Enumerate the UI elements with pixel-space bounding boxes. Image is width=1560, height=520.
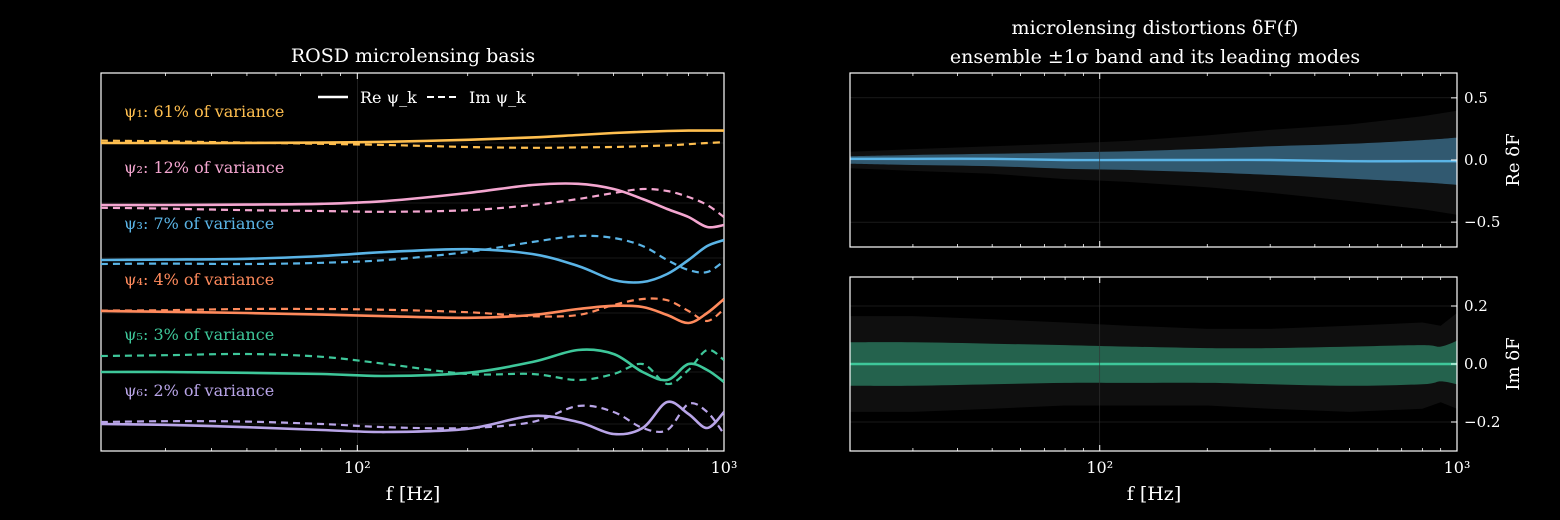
- re-deltaF-panel: 0.5 0.0 −0.5 Re δF: [849, 72, 1524, 248]
- psi5-re-line: [101, 348, 724, 384]
- y-tick-label: 0.5: [1464, 89, 1488, 107]
- band-layer: [850, 110, 1457, 215]
- basis-panel-title: ROSD microlensing basis: [291, 45, 535, 67]
- x-tick-label: 10²: [1086, 458, 1113, 477]
- basis-panel: ROSD microlensing basis 10² 10³ ψ₁: 61% of…: [100, 45, 738, 505]
- y-axis-label: Im δF: [1503, 337, 1524, 390]
- psi2-re-line: [101, 182, 724, 229]
- legend-im-label: Im ψ_k: [469, 88, 526, 107]
- psi2-im-line: [101, 187, 724, 218]
- psi2-variance-label: ψ₂: 12% of variance: [124, 158, 284, 177]
- y-tick-label: 0.0: [1464, 151, 1488, 169]
- x-tick-label: 10²: [344, 458, 371, 477]
- y-tick-label: 0.0: [1464, 355, 1488, 373]
- basis-x-axis-label: f [Hz]: [386, 483, 440, 505]
- sigma-band: [850, 137, 1457, 185]
- x-tick-label: 10³: [1444, 458, 1471, 477]
- psi4-im-line: [101, 297, 724, 323]
- psi3-variance-label: ψ₃: 7% of variance: [124, 214, 274, 233]
- psi3-re-line: [101, 238, 724, 284]
- psi5-im-line: [101, 348, 724, 386]
- psi6-variance-label: ψ₆: 2% of variance: [124, 381, 274, 400]
- ensemble-spread: [850, 110, 1457, 215]
- im-deltaF-panel: 10² 10³ 0.2 0.0 −0.2 Im δF: [849, 276, 1524, 477]
- legend-re-label: Re ψ_k: [360, 88, 417, 107]
- psi4-variance-label: ψ₄: 4% of variance: [124, 270, 274, 289]
- x-tick-label: 10³: [711, 458, 738, 477]
- y-tick-label: −0.2: [1464, 413, 1500, 431]
- basis-curves: [101, 129, 724, 436]
- band-layer: [850, 313, 1457, 412]
- psi1-re-line: [101, 129, 724, 145]
- y-tick-label: 0.2: [1464, 297, 1488, 315]
- distortions-title-line-2: ensemble ±1σ band and its leading modes: [950, 46, 1360, 68]
- axes-frame: [100, 72, 725, 452]
- psi1-variance-label: ψ₁: 61% of variance: [124, 102, 284, 121]
- psi4-re-line: [101, 297, 724, 325]
- psi6-im-line: [101, 402, 724, 435]
- distortions-title-line-1: microlensing distortions δF(f): [1012, 17, 1299, 39]
- y-axis-label: Re δF: [1503, 133, 1524, 186]
- basis-plot-area: 10² 10³ ψ₁: 61% of variance ψ₂: 12% of vari…: [100, 72, 738, 477]
- psi6-re-line: [101, 400, 724, 436]
- distortions-panel: microlensing distortions δF(f) ensemble …: [849, 17, 1524, 505]
- ensemble-spread: [850, 313, 1457, 412]
- psi3-im-line: [101, 234, 724, 274]
- psi5-variance-label: ψ₅: 3% of variance: [124, 325, 274, 344]
- mean-line: [850, 157, 1457, 163]
- y-tick-label: −0.5: [1464, 213, 1500, 231]
- basis-legend: Re ψ_k Im ψ_k: [318, 88, 526, 107]
- distortions-x-axis-label: f [Hz]: [1127, 483, 1181, 505]
